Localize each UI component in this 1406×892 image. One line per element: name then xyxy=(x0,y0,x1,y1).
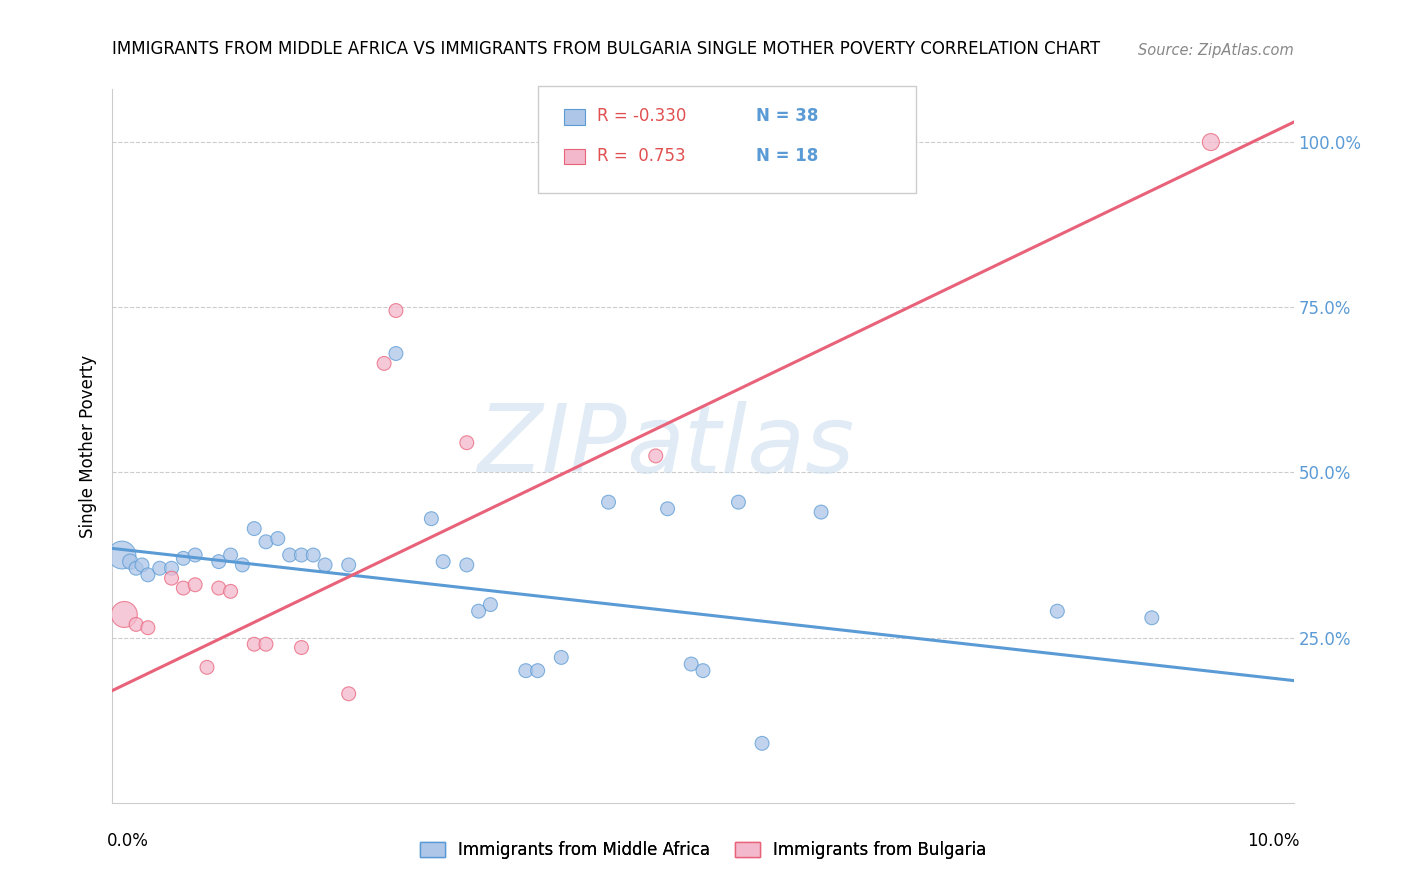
Point xyxy=(112,607,135,622)
Legend: Immigrants from Middle Africa, Immigrants from Bulgaria: Immigrants from Middle Africa, Immigrant… xyxy=(413,835,993,866)
Point xyxy=(160,561,183,575)
Text: R =  0.753: R = 0.753 xyxy=(596,146,685,164)
Point xyxy=(751,736,773,750)
Point xyxy=(219,584,242,599)
Point xyxy=(456,558,478,572)
Point xyxy=(456,435,478,450)
Point xyxy=(644,449,666,463)
FancyBboxPatch shape xyxy=(564,149,585,164)
Point xyxy=(385,346,408,360)
Text: N = 18: N = 18 xyxy=(756,146,818,164)
Point xyxy=(1140,611,1163,625)
Point xyxy=(657,501,679,516)
Point xyxy=(208,555,231,569)
Point xyxy=(243,522,266,536)
Point xyxy=(479,598,502,612)
Text: 10.0%: 10.0% xyxy=(1247,831,1299,849)
Text: R = -0.330: R = -0.330 xyxy=(596,107,686,125)
Point xyxy=(1199,135,1222,149)
Point xyxy=(420,511,443,525)
Point xyxy=(290,640,312,655)
Point xyxy=(373,356,395,370)
Point xyxy=(243,637,266,651)
Point xyxy=(172,581,194,595)
Point xyxy=(195,660,218,674)
Point xyxy=(208,581,231,595)
Point xyxy=(184,548,207,562)
Point xyxy=(727,495,749,509)
Point xyxy=(598,495,620,509)
Point xyxy=(184,578,207,592)
Point xyxy=(149,561,172,575)
FancyBboxPatch shape xyxy=(537,86,915,193)
Point xyxy=(231,558,253,572)
Point xyxy=(692,664,714,678)
Point xyxy=(111,548,134,562)
Text: 0.0%: 0.0% xyxy=(107,831,149,849)
Point xyxy=(550,650,572,665)
Point xyxy=(278,548,301,562)
Point xyxy=(120,555,142,569)
Text: ZIP: ZIP xyxy=(477,401,626,491)
Point xyxy=(290,548,312,562)
Text: Source: ZipAtlas.com: Source: ZipAtlas.com xyxy=(1137,43,1294,58)
Point xyxy=(681,657,703,671)
Point xyxy=(125,561,148,575)
Point xyxy=(136,567,159,582)
Point xyxy=(810,505,832,519)
Point xyxy=(219,548,242,562)
Y-axis label: Single Mother Poverty: Single Mother Poverty xyxy=(79,354,97,538)
Point xyxy=(337,687,360,701)
Text: atlas: atlas xyxy=(626,401,855,491)
Point xyxy=(432,555,454,569)
Point xyxy=(1046,604,1069,618)
Point xyxy=(385,303,408,318)
Point xyxy=(254,637,277,651)
Point xyxy=(526,664,548,678)
Text: N = 38: N = 38 xyxy=(756,107,818,125)
Point xyxy=(302,548,325,562)
Point xyxy=(160,571,183,585)
Point xyxy=(515,664,537,678)
Point xyxy=(136,621,159,635)
Point xyxy=(314,558,336,572)
FancyBboxPatch shape xyxy=(564,110,585,125)
Point xyxy=(267,532,290,546)
Point xyxy=(172,551,194,566)
Text: IMMIGRANTS FROM MIDDLE AFRICA VS IMMIGRANTS FROM BULGARIA SINGLE MOTHER POVERTY : IMMIGRANTS FROM MIDDLE AFRICA VS IMMIGRA… xyxy=(112,40,1101,58)
Point xyxy=(131,558,153,572)
Point xyxy=(337,558,360,572)
Point xyxy=(254,534,277,549)
Point xyxy=(467,604,489,618)
Point xyxy=(125,617,148,632)
